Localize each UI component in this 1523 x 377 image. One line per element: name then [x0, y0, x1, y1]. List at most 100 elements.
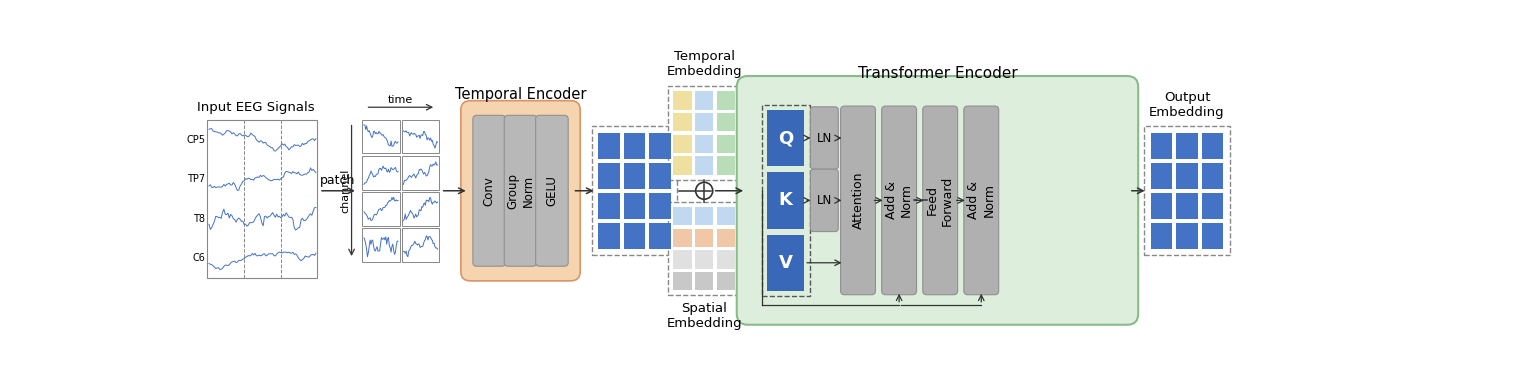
FancyBboxPatch shape: [536, 115, 568, 266]
FancyBboxPatch shape: [964, 106, 999, 295]
FancyBboxPatch shape: [1150, 133, 1173, 159]
FancyBboxPatch shape: [717, 250, 736, 268]
Text: K: K: [778, 192, 792, 209]
FancyBboxPatch shape: [402, 156, 439, 190]
Text: Attention: Attention: [851, 172, 865, 229]
FancyBboxPatch shape: [1202, 162, 1223, 189]
Text: Add &
Norm: Add & Norm: [967, 181, 995, 219]
Text: Spatial
Embedding: Spatial Embedding: [667, 302, 742, 329]
Text: LN: LN: [816, 132, 832, 144]
FancyBboxPatch shape: [673, 250, 691, 268]
FancyBboxPatch shape: [623, 133, 646, 159]
Text: channel: channel: [340, 169, 350, 213]
FancyBboxPatch shape: [673, 271, 691, 290]
FancyBboxPatch shape: [673, 92, 691, 110]
FancyBboxPatch shape: [882, 106, 917, 295]
FancyBboxPatch shape: [1150, 223, 1173, 249]
FancyBboxPatch shape: [667, 86, 740, 180]
Text: T8: T8: [193, 214, 206, 224]
FancyBboxPatch shape: [1202, 223, 1223, 249]
FancyBboxPatch shape: [717, 92, 736, 110]
FancyBboxPatch shape: [694, 271, 713, 290]
FancyBboxPatch shape: [599, 193, 620, 219]
FancyBboxPatch shape: [841, 106, 876, 295]
FancyBboxPatch shape: [1176, 223, 1199, 249]
FancyBboxPatch shape: [649, 133, 670, 159]
FancyBboxPatch shape: [810, 169, 838, 231]
Text: Temporal Encoder: Temporal Encoder: [455, 87, 586, 102]
FancyBboxPatch shape: [402, 192, 439, 226]
FancyBboxPatch shape: [207, 120, 317, 278]
FancyBboxPatch shape: [623, 162, 646, 189]
FancyBboxPatch shape: [694, 135, 713, 153]
FancyBboxPatch shape: [599, 162, 620, 189]
Text: Output
Embedding: Output Embedding: [1150, 91, 1224, 119]
FancyBboxPatch shape: [673, 135, 691, 153]
FancyBboxPatch shape: [923, 106, 958, 295]
FancyBboxPatch shape: [717, 228, 736, 247]
Text: Add &
Norm: Add & Norm: [885, 181, 914, 219]
FancyBboxPatch shape: [362, 228, 399, 262]
FancyBboxPatch shape: [737, 76, 1138, 325]
FancyBboxPatch shape: [673, 113, 691, 132]
FancyBboxPatch shape: [694, 250, 713, 268]
FancyBboxPatch shape: [623, 193, 646, 219]
FancyBboxPatch shape: [768, 234, 804, 291]
FancyBboxPatch shape: [402, 228, 439, 262]
FancyBboxPatch shape: [649, 223, 670, 249]
Text: patch: patch: [320, 174, 355, 187]
FancyBboxPatch shape: [362, 192, 399, 226]
FancyBboxPatch shape: [1202, 193, 1223, 219]
FancyBboxPatch shape: [694, 113, 713, 132]
FancyBboxPatch shape: [694, 92, 713, 110]
FancyBboxPatch shape: [592, 126, 678, 255]
FancyBboxPatch shape: [472, 115, 506, 266]
FancyBboxPatch shape: [1176, 133, 1199, 159]
FancyBboxPatch shape: [667, 202, 740, 296]
FancyBboxPatch shape: [362, 120, 399, 153]
FancyBboxPatch shape: [694, 207, 713, 225]
FancyBboxPatch shape: [717, 207, 736, 225]
Text: Input EEG Signals: Input EEG Signals: [198, 101, 315, 114]
Text: CP5: CP5: [186, 135, 206, 145]
Text: LN: LN: [816, 194, 832, 207]
Text: Temporal
Embedding: Temporal Embedding: [667, 51, 742, 78]
FancyBboxPatch shape: [1176, 162, 1199, 189]
Text: Transformer Encoder: Transformer Encoder: [857, 66, 1017, 81]
Text: Q: Q: [778, 129, 793, 147]
FancyBboxPatch shape: [461, 101, 580, 281]
Text: GELU: GELU: [545, 175, 559, 206]
Text: Group
Norm: Group Norm: [507, 173, 535, 209]
FancyBboxPatch shape: [694, 156, 713, 175]
FancyBboxPatch shape: [649, 193, 670, 219]
FancyBboxPatch shape: [673, 228, 691, 247]
FancyBboxPatch shape: [623, 223, 646, 249]
FancyBboxPatch shape: [649, 162, 670, 189]
Text: Conv: Conv: [483, 176, 495, 206]
Text: time: time: [388, 95, 413, 105]
FancyBboxPatch shape: [402, 120, 439, 153]
Text: TP7: TP7: [187, 174, 206, 184]
FancyBboxPatch shape: [810, 107, 838, 169]
FancyBboxPatch shape: [717, 135, 736, 153]
FancyBboxPatch shape: [1202, 133, 1223, 159]
FancyBboxPatch shape: [599, 223, 620, 249]
FancyBboxPatch shape: [717, 156, 736, 175]
FancyBboxPatch shape: [1144, 126, 1229, 255]
FancyBboxPatch shape: [1150, 162, 1173, 189]
FancyBboxPatch shape: [768, 172, 804, 228]
FancyBboxPatch shape: [504, 115, 536, 266]
Text: Feed
Forward: Feed Forward: [926, 175, 955, 225]
Text: C6: C6: [192, 253, 206, 263]
FancyBboxPatch shape: [717, 271, 736, 290]
FancyBboxPatch shape: [1150, 193, 1173, 219]
FancyBboxPatch shape: [1176, 193, 1199, 219]
Text: V: V: [778, 254, 792, 272]
FancyBboxPatch shape: [694, 228, 713, 247]
FancyBboxPatch shape: [673, 156, 691, 175]
FancyBboxPatch shape: [599, 133, 620, 159]
FancyBboxPatch shape: [362, 156, 399, 190]
FancyBboxPatch shape: [717, 113, 736, 132]
FancyBboxPatch shape: [673, 207, 691, 225]
FancyBboxPatch shape: [768, 110, 804, 166]
